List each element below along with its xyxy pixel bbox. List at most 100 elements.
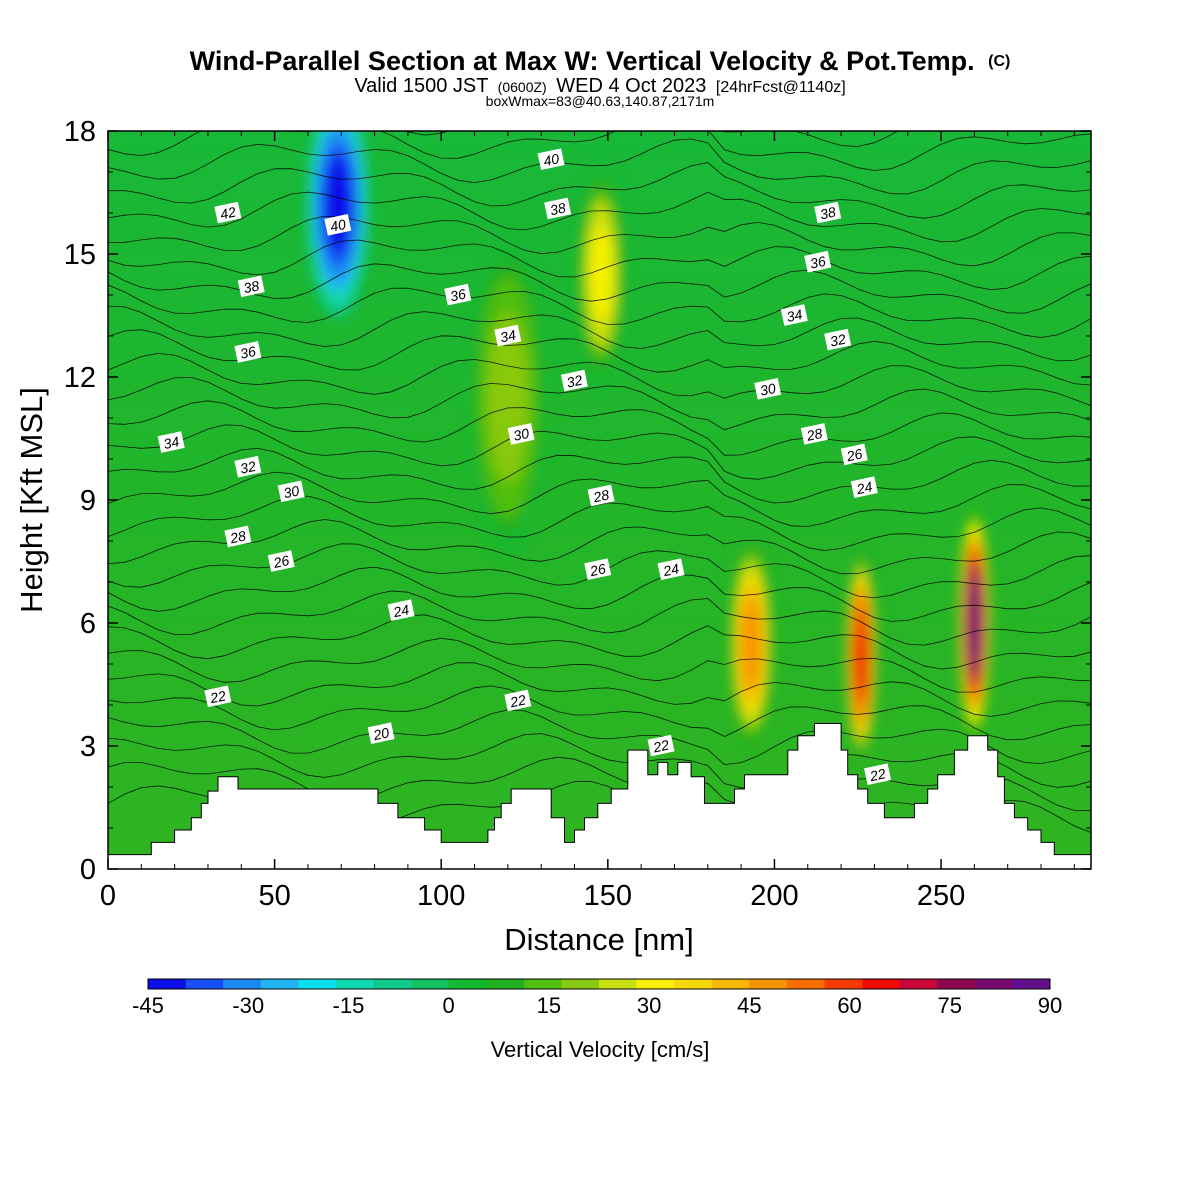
colorbar-tick-label: 30 [637, 993, 661, 1018]
theta-label-text: 28 [591, 486, 611, 505]
theta-contour [108, 162, 1091, 219]
theta-label: 30 [507, 423, 535, 445]
theta-contour [108, 614, 1091, 670]
theta-label-box [754, 378, 782, 400]
x-tick-label: 250 [917, 880, 965, 912]
colorbar-swatch [599, 979, 638, 989]
theta-label-box [647, 734, 675, 757]
x-tick-label: 150 [584, 880, 632, 912]
theta-label: 36 [234, 341, 262, 363]
colorbar-swatch [486, 979, 525, 989]
theta-label: 26 [267, 550, 295, 572]
colorbar-tick-label: -30 [232, 993, 264, 1018]
theta-label: 20 [367, 722, 395, 745]
theta-label-box [367, 722, 395, 745]
theta-label: 32 [234, 455, 262, 478]
colorbar-frame [147, 978, 1051, 990]
theta-label-box [584, 558, 612, 581]
theta-label-text: 22 [651, 737, 671, 756]
colorbar-swatch [523, 979, 562, 989]
theta-label: 34 [157, 431, 185, 453]
colorbar-swatch [862, 979, 901, 989]
colorbar-tick-label: 90 [1038, 993, 1062, 1018]
theta-label-box [214, 201, 242, 224]
theta-contour [108, 424, 1091, 480]
theta-label-text: 22 [208, 687, 228, 706]
theta-label-box [544, 197, 572, 220]
colorbar-swatch [749, 979, 788, 989]
theta-label: 24 [850, 476, 878, 499]
theta-label-text: 38 [549, 199, 568, 218]
theta-contour [108, 590, 1091, 646]
theta-label: 22 [504, 689, 532, 712]
y-axis-title: Height [Kft MSL] [14, 387, 49, 613]
theta-label: 24 [657, 558, 685, 581]
colorbar-swatch [148, 979, 187, 989]
theta-contour [108, 756, 1091, 813]
theta-label: 36 [444, 283, 472, 306]
theta-label: 24 [387, 599, 415, 622]
theta-label: 32 [560, 369, 588, 392]
terrain [108, 723, 1091, 869]
theta-contour [108, 352, 1091, 406]
velocity-core [590, 226, 612, 323]
theta-contour [108, 138, 1091, 195]
theta-label-box [234, 455, 262, 478]
colorbar-swatch [937, 979, 976, 989]
colorbar-tick-label: -45 [132, 993, 164, 1018]
box-wmax-text: boxWmax=83@40.63,140.87,2171m [486, 93, 715, 109]
theta-contour [108, 215, 1091, 267]
theta-label-text: 28 [228, 527, 248, 546]
theta-label: 38 [544, 197, 572, 220]
velocity-core [854, 610, 868, 702]
y-tick-label: 0 [80, 854, 96, 886]
theta-label: 26 [840, 443, 868, 466]
velocity-core [491, 330, 525, 465]
theta-label-box [657, 558, 685, 581]
theta-label: 28 [224, 525, 252, 548]
chart-title: Wind-Parallel Section at Max W: Vertical… [190, 46, 1011, 76]
theta-label-text: 24 [661, 560, 681, 579]
title-block: Wind-Parallel Section at Max W: Vertical… [190, 46, 1011, 109]
theta-label-box [157, 431, 185, 453]
theta-label: 28 [587, 484, 615, 507]
theta-contour [108, 191, 1091, 243]
theta-label-text: 34 [785, 306, 804, 325]
velocity-core [967, 575, 982, 671]
theta-label-box [780, 304, 808, 326]
theta-label: 36 [804, 250, 832, 273]
theta-label: 34 [494, 324, 522, 347]
theta-label-box [824, 328, 852, 351]
theta-label-text: 38 [819, 204, 838, 223]
theta-label-box [800, 423, 828, 445]
theta-label: 40 [324, 214, 352, 236]
x-tick-label: 0 [100, 880, 116, 912]
theta-contour [108, 305, 1091, 362]
theta-contour [108, 377, 1091, 431]
theta-contour [108, 662, 1091, 717]
x-tick-label: 100 [417, 880, 465, 912]
theta-label-box [234, 341, 262, 363]
theta-contour [108, 566, 1091, 622]
theta-label-text: 20 [371, 724, 391, 743]
y-tick-label: 12 [64, 362, 96, 394]
theta-label: 38 [237, 275, 265, 298]
velocity-field: 42 40 40 38 38 38 36 36 36 34 34 34 32 32 32 30 30 30 28 28… [108, 131, 1091, 869]
colorbar-swatch [335, 979, 374, 989]
colorbar-swatch [824, 979, 863, 989]
colorbar-swatch [636, 979, 675, 989]
colorbar-swatch [223, 979, 262, 989]
colorbar-swatch [448, 979, 487, 989]
colorbar-swatch [711, 979, 750, 989]
theta-contour [108, 263, 1091, 314]
theta-label-box [587, 484, 615, 507]
theta-label-box [444, 283, 472, 306]
theta-label-box [850, 476, 878, 499]
theta-label-text: 38 [242, 277, 261, 296]
theta-label-box [324, 214, 352, 236]
theta-label-text: 30 [759, 380, 778, 399]
theta-label-box [504, 689, 532, 712]
theta-label-text: 36 [449, 286, 468, 305]
theta-label-box [507, 423, 535, 445]
